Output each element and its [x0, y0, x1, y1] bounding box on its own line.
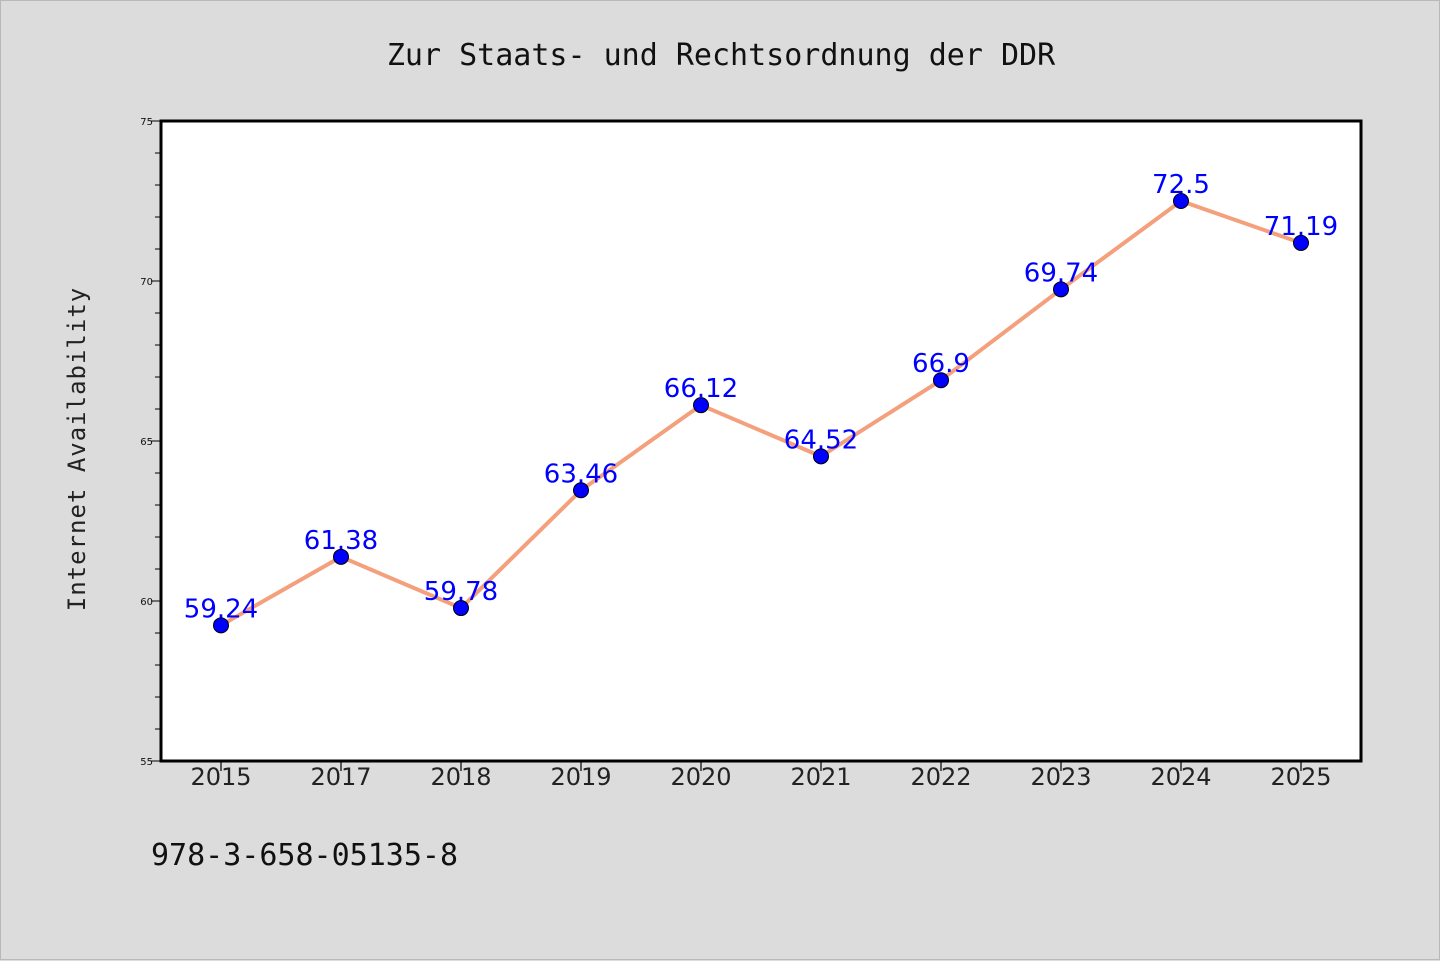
x-tick-label: 2023	[1030, 763, 1091, 791]
series-line: 59.24 61.38 59.78 63.46 66.12 64.52 66.9 69.74 7…	[184, 170, 1338, 634]
x-tick-label: 2022	[910, 763, 971, 791]
x-tick-label: 2017	[310, 763, 371, 791]
x-tick-label: 2021	[790, 763, 851, 791]
data-point	[453, 600, 469, 617]
data-point	[333, 548, 349, 565]
y-tick-label: 60	[140, 597, 153, 608]
data-point	[933, 372, 949, 389]
x-tick-label: 2018	[430, 763, 491, 791]
series-line-path	[219, 199, 1303, 628]
data-label: 61.38	[304, 526, 378, 556]
data-label: 72.5	[1152, 170, 1210, 200]
chart-title: Zur Staats- und Rechtsordnung der DDR	[387, 38, 1056, 73]
x-axis: 2015 2017 2018 2019 2020 2021 2022 2023 2024 2025	[190, 761, 1332, 791]
data-label: 59.78	[424, 577, 498, 607]
data-point	[1053, 281, 1069, 298]
data-label: 63.46	[544, 459, 618, 489]
footer-isbn: 978-3-658-05135-8	[151, 838, 458, 873]
y-axis-label: Internet Availability	[63, 287, 91, 611]
data-label: 71.19	[1264, 212, 1338, 242]
y-tick-label: 55	[140, 757, 153, 768]
data-point	[1173, 193, 1189, 209]
y-tick-label: 65	[140, 437, 153, 448]
data-point	[813, 448, 829, 465]
x-tick-label: 2019	[550, 763, 611, 791]
data-label: 66.9	[912, 349, 970, 379]
data-point	[213, 617, 229, 634]
plot-border	[159, 119, 1363, 763]
data-point	[573, 482, 589, 499]
plot-area	[161, 121, 1361, 761]
data-label: 69.74	[1024, 258, 1098, 288]
x-tick-label: 2025	[1270, 763, 1331, 791]
y-tick-label: 75	[140, 117, 153, 128]
data-label: 64.52	[784, 425, 858, 455]
x-tick-label: 2015	[190, 763, 251, 791]
data-label: 59.24	[184, 594, 258, 624]
data-point	[693, 397, 709, 414]
y-tick-label: 70	[140, 277, 153, 288]
x-tick-label: 2024	[1150, 763, 1211, 791]
y-axis: 55 60 65 70 75	[140, 117, 161, 768]
data-point	[1293, 234, 1309, 251]
x-tick-label: 2020	[670, 763, 731, 791]
data-label: 66.12	[664, 374, 738, 404]
